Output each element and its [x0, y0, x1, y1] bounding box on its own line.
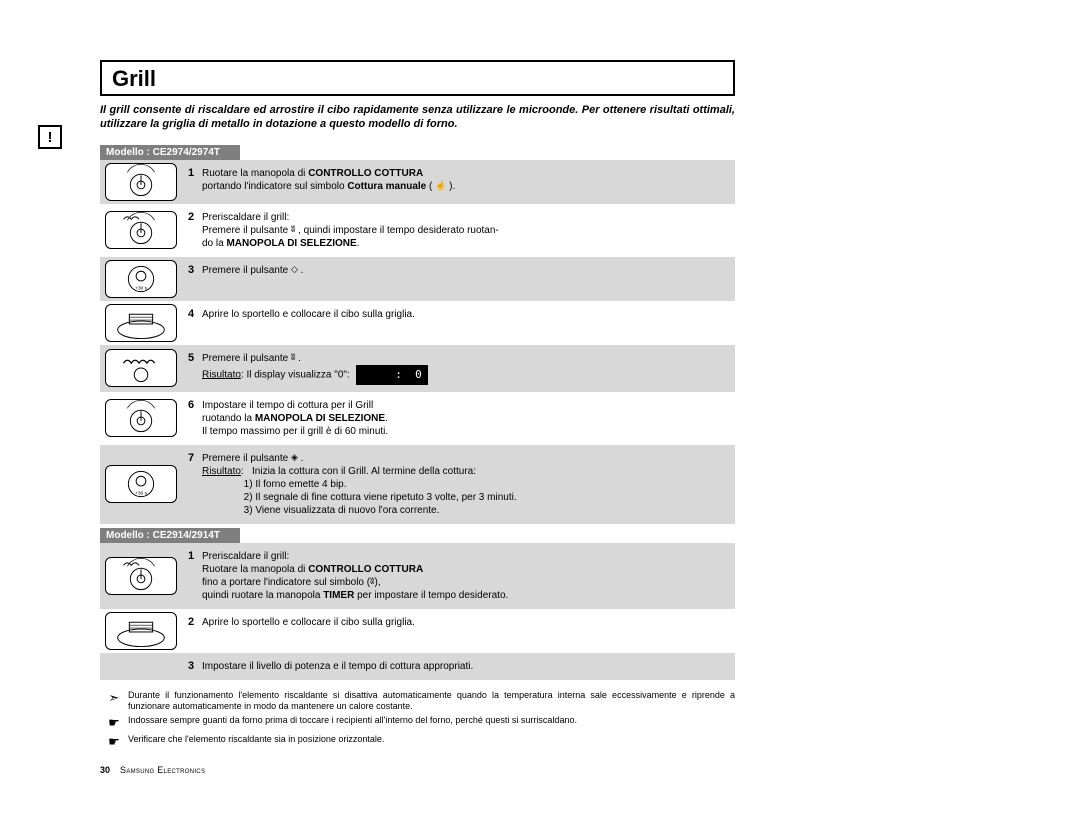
title-box: Grill	[100, 60, 735, 96]
note-row: ☛Verificare che l'elemento riscaldante s…	[100, 734, 735, 750]
step-number: 3	[182, 653, 200, 680]
step-illustration	[105, 304, 177, 342]
page-footer: 30 Samsung Electronics	[100, 765, 735, 775]
step-number: 3	[182, 257, 200, 301]
step-number: 4	[182, 301, 200, 345]
step-illustration-cell	[100, 204, 182, 257]
model-header-a: Modello : CE2974/2974T	[100, 145, 240, 160]
note-row: ➣Durante il funzionamento l'elemento ris…	[100, 690, 735, 713]
step-illustration	[105, 612, 177, 650]
svg-text:+30 s: +30 s	[135, 491, 148, 497]
step-number: 1	[182, 543, 200, 609]
step-text: Preriscaldare il grill:Ruotare la manopo…	[200, 543, 735, 609]
step-illustration-cell	[100, 392, 182, 445]
step-row: 4Aprire lo sportello e collocare il cibo…	[100, 301, 735, 345]
step-number: 2	[182, 204, 200, 257]
note-text: Durante il funzionamento l'elemento risc…	[128, 690, 735, 713]
step-row: 2Preriscaldare il grill:Premere il pulsa…	[100, 204, 735, 257]
step-text: Impostare il tempo di cottura per il Gri…	[200, 392, 735, 445]
step-illustration-cell: +30 s	[100, 445, 182, 524]
step-text: Preriscaldare il grill:Premere il pulsan…	[200, 204, 735, 257]
step-number: 5	[182, 345, 200, 392]
step-text: Premere il pulsante ◇ .	[200, 257, 735, 301]
step-row: +30 s 7Premere il pulsante ◈ .Risultato: …	[100, 445, 735, 524]
step-row: 1Preriscaldare il grill:Ruotare la manop…	[100, 543, 735, 609]
step-illustration	[105, 163, 177, 201]
step-row: 2Aprire lo sportello e collocare il cibo…	[100, 609, 735, 653]
note-text: Verificare che l'elemento riscaldante si…	[128, 734, 735, 750]
step-illustration-cell	[100, 653, 182, 680]
step-number: 1	[182, 160, 200, 204]
manual-page: Grill Il grill consente di riscaldare ed…	[35, 60, 735, 775]
step-illustration-cell: +30 s	[100, 257, 182, 301]
step-illustration-cell	[100, 345, 182, 392]
step-illustration-cell	[100, 301, 182, 345]
step-illustration	[105, 211, 177, 249]
note-row: ☛Indossare sempre guanti da forno prima …	[100, 715, 735, 731]
page-title: Grill	[112, 66, 723, 92]
step-illustration	[105, 349, 177, 387]
step-illustration-cell	[100, 609, 182, 653]
step-number: 7	[182, 445, 200, 524]
model-header-b: Modello : CE2914/2914T	[100, 528, 240, 543]
step-illustration: +30 s	[105, 465, 177, 503]
note-icon: ☛	[100, 715, 128, 731]
step-text: Aprire lo sportello e collocare il cibo …	[200, 609, 735, 653]
step-row: +30 s 3Premere il pulsante ◇ .	[100, 257, 735, 301]
led-display: : 0	[356, 365, 428, 385]
step-row: 6Impostare il tempo di cottura per il Gr…	[100, 392, 735, 445]
footer-company: Samsung Electronics	[120, 765, 205, 775]
intro-paragraph: Il grill consente di riscaldare ed arros…	[100, 104, 735, 132]
step-illustration-cell	[100, 543, 182, 609]
step-text: Aprire lo sportello e collocare il cibo …	[200, 301, 735, 345]
steps-model-b: 1Preriscaldare il grill:Ruotare la manop…	[100, 543, 735, 680]
step-text: Premere il pulsante ◈ .Risultato: Inizia…	[200, 445, 735, 524]
step-number: 2	[182, 609, 200, 653]
note-icon: ➣	[100, 690, 128, 713]
step-text: Premere il pulsante ʬ .Risultato: Il dis…	[200, 345, 735, 392]
notes-section: ➣Durante il funzionamento l'elemento ris…	[100, 690, 735, 751]
step-text: Impostare il livello di potenza e il tem…	[200, 653, 735, 680]
step-row: 1Ruotare la manopola di CONTROLLO COTTUR…	[100, 160, 735, 204]
step-row: 3Impostare il livello di potenza e il te…	[100, 653, 735, 680]
step-row: 5Premere il pulsante ʬ .Risultato: Il di…	[100, 345, 735, 392]
step-text: Ruotare la manopola di CONTROLLO COTTURA…	[200, 160, 735, 204]
note-icon: ☛	[100, 734, 128, 750]
step-illustration: +30 s	[105, 260, 177, 298]
svg-text:+30 s: +30 s	[135, 285, 148, 291]
step-illustration	[105, 399, 177, 437]
page-number: 30	[100, 765, 110, 775]
step-number: 6	[182, 392, 200, 445]
step-illustration-cell	[100, 160, 182, 204]
note-text: Indossare sempre guanti da forno prima d…	[128, 715, 735, 731]
steps-model-a: 1Ruotare la manopola di CONTROLLO COTTUR…	[100, 160, 735, 524]
step-illustration	[105, 557, 177, 595]
